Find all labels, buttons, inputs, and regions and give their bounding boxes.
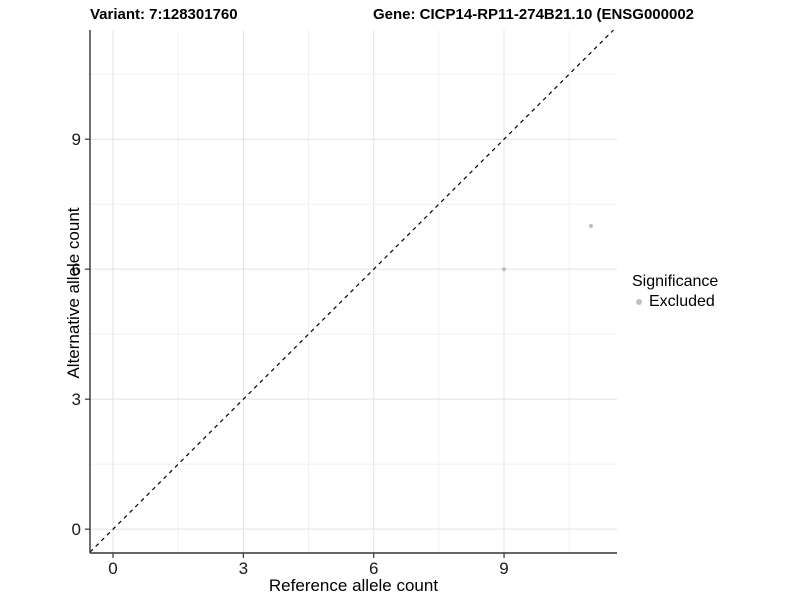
y-tick-label: 9 xyxy=(72,130,81,149)
y-axis-title: Alternative allele count xyxy=(64,207,83,379)
y-tick-label: 6 xyxy=(72,260,81,279)
gene-title: Gene: CICP14-RP11-274B21.10 (ENSG000002 xyxy=(373,6,695,23)
legend-entry: Excluded xyxy=(632,292,718,312)
x-tick-label: 9 xyxy=(499,559,508,578)
legend: Significance Excluded xyxy=(632,272,718,312)
variant-title: Variant: 7:128301760 xyxy=(90,6,238,23)
x-tick-label: 6 xyxy=(369,559,378,578)
identity-reference-line xyxy=(89,29,614,553)
legend-point-icon xyxy=(636,299,642,305)
data-point xyxy=(501,267,507,272)
legend-title: Significance xyxy=(632,273,719,290)
data-point xyxy=(588,223,594,228)
y-tick-label: 0 xyxy=(72,520,81,539)
x-axis-title: Reference allele count xyxy=(268,576,439,595)
legend-entry-label: Excluded xyxy=(649,293,715,310)
y-tick-label: 3 xyxy=(72,390,81,409)
x-tick-label: 0 xyxy=(108,559,117,578)
x-tick-label: 3 xyxy=(239,559,248,578)
